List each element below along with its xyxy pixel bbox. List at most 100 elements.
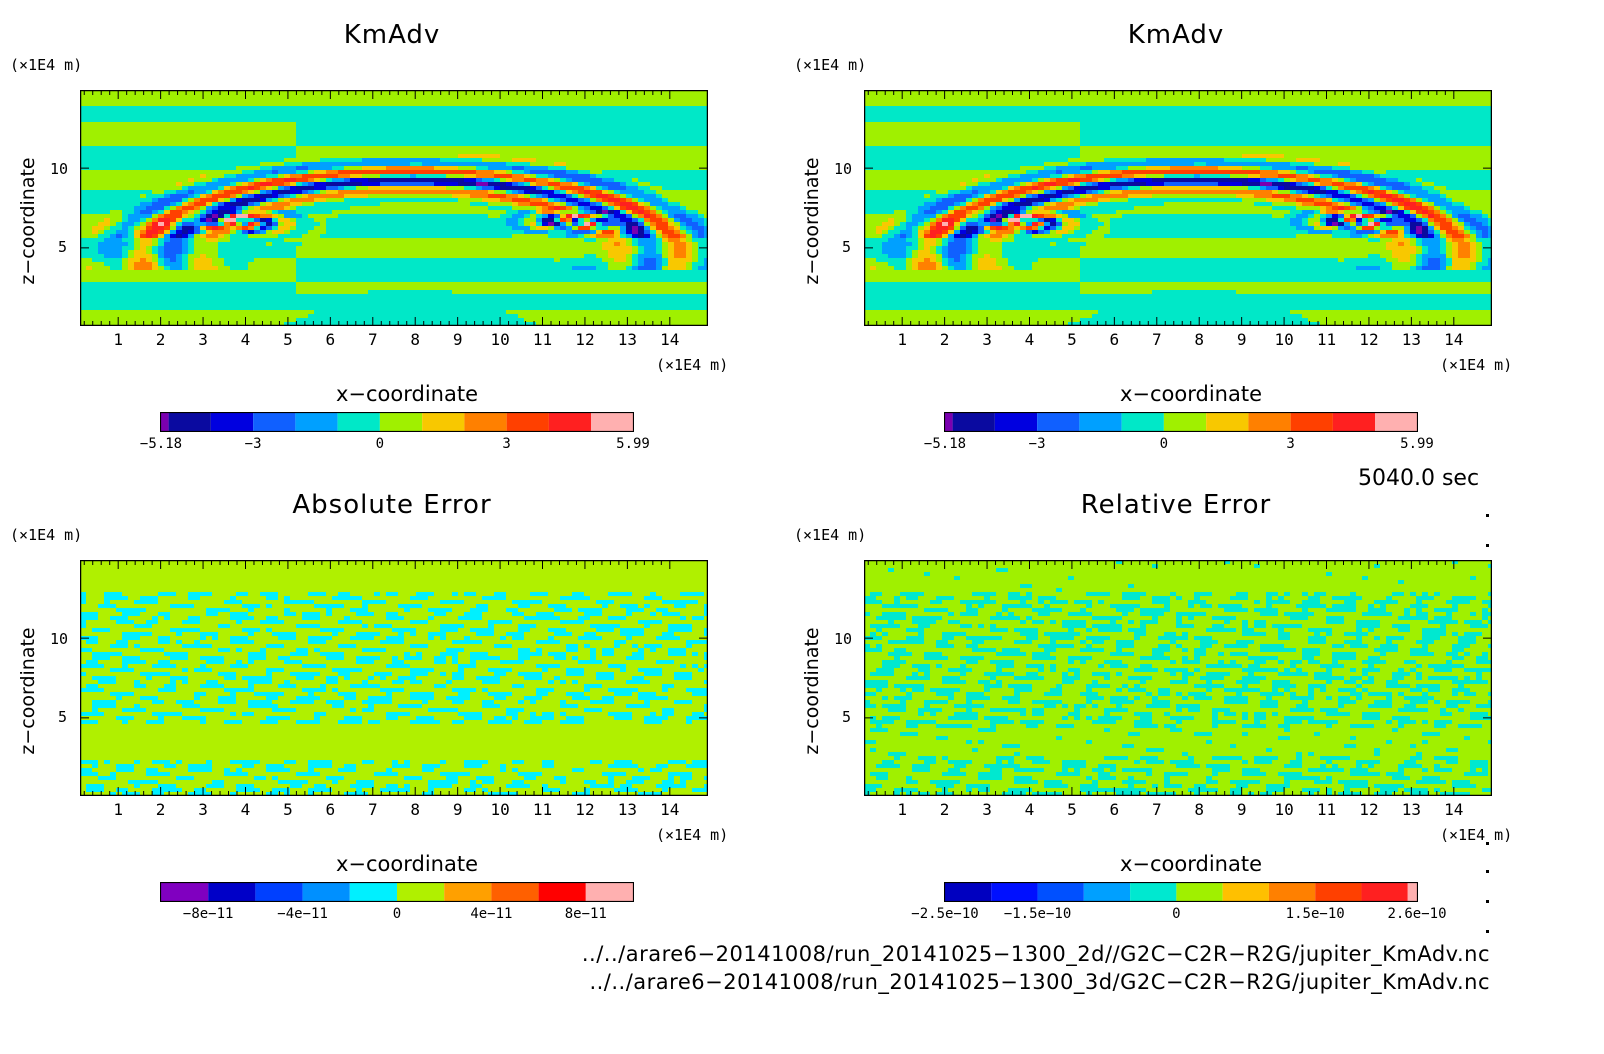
heatmap-cell xyxy=(308,238,314,242)
heatmap-cell xyxy=(224,186,230,190)
heatmap-cell xyxy=(548,114,554,118)
heatmap-cell xyxy=(614,238,620,242)
heatmap-cell xyxy=(302,186,308,190)
heatmap-cell xyxy=(452,174,458,178)
heatmap-cell xyxy=(560,166,566,170)
heatmap-cell xyxy=(86,210,92,214)
heatmap-cell xyxy=(236,146,242,150)
heatmap-cell xyxy=(158,178,164,182)
heatmap-cell xyxy=(266,134,272,138)
heatmap-cell xyxy=(176,98,182,102)
heatmap-cell xyxy=(80,186,86,190)
heatmap-cell xyxy=(194,250,200,254)
heatmap-cell xyxy=(500,194,506,198)
heatmap-cell xyxy=(644,262,650,266)
heatmap-cell xyxy=(200,266,206,270)
heatmap-cell xyxy=(242,270,248,274)
heatmap-cell xyxy=(326,114,332,118)
heatmap-cell xyxy=(80,190,86,194)
heatmap-cell xyxy=(632,182,638,186)
heatmap-cell xyxy=(398,94,404,98)
heatmap-cell xyxy=(422,202,428,206)
heatmap-cell xyxy=(230,126,236,130)
heatmap-cell xyxy=(674,210,680,214)
heatmap-cell xyxy=(134,210,140,214)
heatmap-cell xyxy=(680,90,686,94)
heatmap-cell xyxy=(332,234,338,238)
heatmap-cell xyxy=(554,122,560,126)
heatmap-cell xyxy=(158,118,164,122)
heatmap-cell xyxy=(386,126,392,130)
heatmap-cell xyxy=(470,234,476,238)
heatmap-cell xyxy=(248,278,254,282)
heatmap-cell xyxy=(422,126,428,130)
heatmap-cell xyxy=(350,270,356,274)
heatmap-cell xyxy=(80,146,86,150)
heatmap-cell xyxy=(626,274,632,278)
heatmap-cell xyxy=(662,258,668,262)
heatmap-cell xyxy=(518,246,524,250)
heatmap-cell xyxy=(278,110,284,114)
heatmap-cell xyxy=(146,246,152,250)
heatmap-cell xyxy=(86,206,92,210)
heatmap-cell xyxy=(668,202,674,206)
heatmap-cell xyxy=(260,90,266,94)
heatmap-cell xyxy=(266,210,272,214)
heatmap-cell xyxy=(464,194,470,198)
heatmap-cell xyxy=(464,238,470,242)
heatmap-cell xyxy=(104,110,110,114)
heatmap-cell xyxy=(176,158,182,162)
heatmap-cell xyxy=(608,210,614,214)
heatmap-cell xyxy=(140,210,146,214)
heatmap-cell xyxy=(230,258,236,262)
heatmap-cell xyxy=(284,154,290,158)
heatmap-cell xyxy=(350,154,356,158)
heatmap-cell xyxy=(284,218,290,222)
heatmap-cell xyxy=(116,206,122,210)
heatmap-cell xyxy=(164,94,170,98)
heatmap-cell xyxy=(218,170,224,174)
heatmap-cell xyxy=(332,166,338,170)
heatmap-cell xyxy=(266,130,272,134)
heatmap-cell xyxy=(152,142,158,146)
heatmap-cell xyxy=(602,210,608,214)
heatmap-cell xyxy=(638,190,644,194)
heatmap-cell xyxy=(98,198,104,202)
heatmap-cell xyxy=(416,170,422,174)
heatmap-cell xyxy=(458,202,464,206)
heatmap-cell xyxy=(134,98,140,102)
heatmap-cell xyxy=(146,234,152,238)
heatmap-cell xyxy=(344,262,350,266)
heatmap-cell xyxy=(398,206,404,210)
heatmap-cell xyxy=(644,166,650,170)
heatmap-cell xyxy=(128,202,134,206)
heatmap-cell xyxy=(626,106,632,110)
heatmap-cell xyxy=(86,150,92,154)
heatmap-cell xyxy=(236,242,242,246)
heatmap-cell xyxy=(554,134,560,138)
heatmap-cell xyxy=(542,190,548,194)
heatmap-cell xyxy=(254,122,260,126)
heatmap-cell xyxy=(416,118,422,122)
heatmap-cell xyxy=(590,262,596,266)
heatmap-cell xyxy=(512,194,518,198)
heatmap-cell xyxy=(308,234,314,238)
heatmap-cell xyxy=(668,186,674,190)
heatmap-cell xyxy=(344,206,350,210)
heatmap-cell xyxy=(86,254,92,258)
heatmap-cell xyxy=(212,158,218,162)
heatmap-cell xyxy=(596,186,602,190)
heatmap-cell xyxy=(164,122,170,126)
heatmap-cell xyxy=(572,110,578,114)
heatmap-cell xyxy=(560,94,566,98)
heatmap-cell xyxy=(350,146,356,150)
heatmap-cell xyxy=(446,134,452,138)
heatmap-cell xyxy=(194,154,200,158)
heatmap-cell xyxy=(602,242,608,246)
heatmap-cell xyxy=(212,102,218,106)
heatmap-cell xyxy=(674,226,680,230)
heatmap-cell xyxy=(482,250,488,254)
heatmap-cell xyxy=(368,150,374,154)
heatmap-cell xyxy=(224,250,230,254)
heatmap-cell xyxy=(470,122,476,126)
